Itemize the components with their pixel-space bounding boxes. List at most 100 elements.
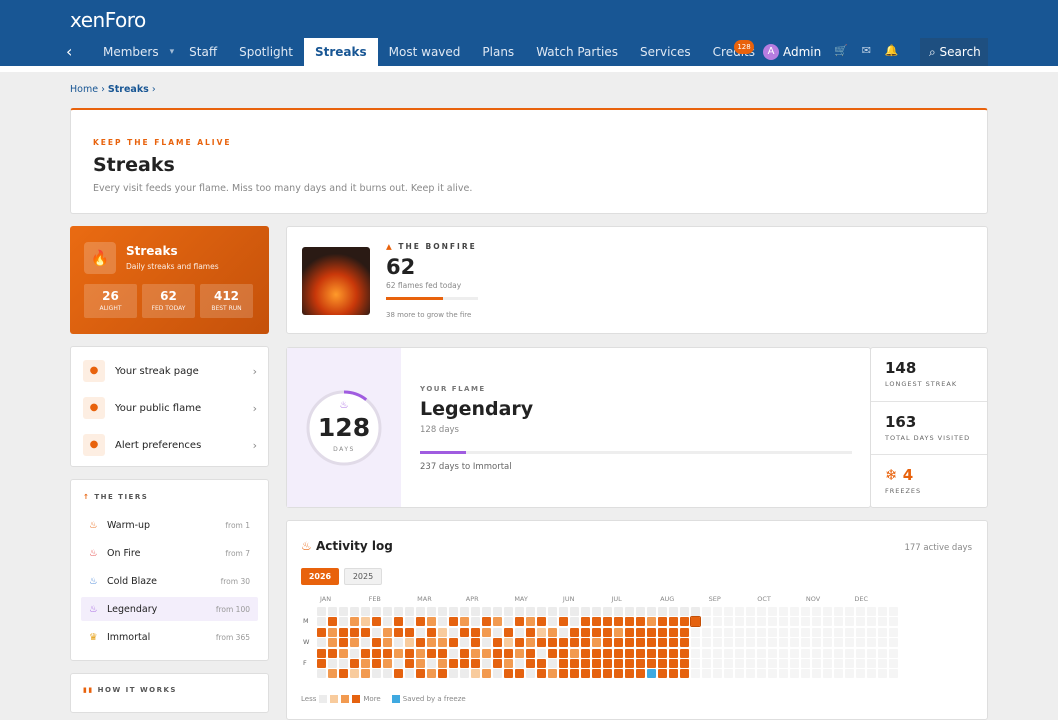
activity-cell <box>350 669 359 679</box>
link[interactable]: ● Your streak page › <box>83 359 257 383</box>
activity-cell <box>438 607 447 616</box>
activity-cell <box>493 638 502 648</box>
year-tab[interactable]: 2025 <box>344 568 382 585</box>
stat-value: 412 <box>213 289 240 303</box>
note: 237 days to Immortal <box>420 462 512 472</box>
activity-cell <box>768 627 777 637</box>
activity-cell <box>416 617 425 627</box>
activity-cell <box>636 627 645 637</box>
crumb[interactable]: Streaks <box>107 84 149 95</box>
activity-cell <box>405 648 414 658</box>
activity-cell <box>801 648 810 658</box>
logo[interactable]: xenForo <box>70 8 146 32</box>
nav-item[interactable]: Watch Parties <box>536 45 619 59</box>
activity-cell <box>680 648 689 658</box>
icons[interactable]: 🛒✉🔔 <box>834 44 913 57</box>
link[interactable]: ● Alert preferences › <box>83 433 257 457</box>
activity-cell <box>515 638 524 648</box>
nav-item[interactable]: Services <box>640 45 691 59</box>
link-text[interactable]: Your public flame <box>115 402 202 414</box>
stats: 148 LONGEST STREAK 163 TOTAL DAYS VISITED ❄ … <box>870 347 988 508</box>
tier-icon: ♨ <box>89 575 98 587</box>
activity-cell <box>416 627 425 637</box>
activity-cell <box>372 638 381 648</box>
activity-cell <box>669 659 678 668</box>
activity-cell <box>317 627 326 637</box>
caret[interactable]: ▾ <box>169 47 175 57</box>
activity-cell <box>427 607 436 616</box>
activity-cell <box>548 669 557 679</box>
user[interactable]: Admin <box>783 45 822 59</box>
activity-cell <box>383 627 392 637</box>
activity-cell <box>658 648 667 658</box>
activity-cell <box>383 659 392 668</box>
activity-cell <box>691 648 700 658</box>
activity-cell <box>383 607 392 616</box>
activity-cell <box>471 638 480 648</box>
activity-cell <box>559 659 568 668</box>
activity-cell <box>416 659 425 668</box>
activity-cell <box>768 659 777 668</box>
activity-cell <box>790 607 799 616</box>
activity-cell <box>779 638 788 648</box>
activity-cell <box>713 627 722 637</box>
link-text[interactable]: Your streak page <box>115 365 199 377</box>
hero: KEEP THE FLAME ALIVE Streaks Every visit… <box>70 108 988 214</box>
activity-cell <box>328 638 337 648</box>
activity-cell <box>658 659 667 668</box>
activity-cell <box>757 648 766 658</box>
activity-cell <box>768 669 777 679</box>
text: Every visit feeds your flame. Miss too m… <box>93 183 473 194</box>
activity-cell <box>328 659 337 668</box>
search[interactable]: ⌕ Search <box>920 38 988 66</box>
back[interactable]: ‹ <box>66 42 73 61</box>
nav-item[interactable]: Members <box>103 45 159 59</box>
tier-icon: ♨ <box>89 519 98 531</box>
activity-cell <box>350 627 359 637</box>
activity-cell <box>812 638 821 648</box>
activity-cell <box>460 648 469 658</box>
activity-cell <box>867 669 876 679</box>
subtitle: Daily streaks and flames <box>126 262 219 271</box>
sub: 128 days <box>420 425 459 435</box>
stat: 62 FED TODAY <box>142 284 195 318</box>
nav-item[interactable]: Plans <box>482 45 515 59</box>
crumb[interactable]: Home <box>70 84 99 95</box>
activity-cell <box>889 627 898 637</box>
activity-cell <box>834 648 843 658</box>
link-text[interactable]: Alert preferences <box>115 439 202 451</box>
activity-cell <box>790 617 799 627</box>
badge[interactable]: 128 <box>734 40 754 54</box>
activity-cell <box>625 659 634 668</box>
activity-cell <box>724 648 733 658</box>
activity-cell <box>438 627 447 637</box>
icon: 🔥 <box>84 242 116 274</box>
activity-cell <box>361 669 370 679</box>
activity-cell <box>559 638 568 648</box>
activity-cell <box>625 669 634 679</box>
activity-cell <box>493 627 502 637</box>
activity-cell <box>680 627 689 637</box>
activity-cell <box>317 669 326 679</box>
activity-cell <box>669 627 678 637</box>
activity-cell <box>889 617 898 627</box>
activity-cell <box>724 659 733 668</box>
nav-item[interactable]: Credits <box>712 45 755 59</box>
nav-item[interactable]: Staff <box>189 45 218 59</box>
nav-item[interactable]: Spotlight <box>239 45 293 59</box>
nav-item[interactable]: Streaks <box>304 38 378 66</box>
activity-cell <box>735 627 744 637</box>
avatar[interactable]: A <box>763 44 779 60</box>
activity-cell <box>592 607 601 616</box>
activity-cell <box>405 669 414 679</box>
year-tab[interactable]: 2026 <box>301 568 339 585</box>
activity-cell <box>856 638 865 648</box>
activity-cell <box>350 648 359 658</box>
flame: ♨ 128 DAYS YOUR FLAME Legendary 128 days… <box>286 347 871 508</box>
activity-cell <box>339 638 348 648</box>
tier: Legendary <box>420 398 534 420</box>
link[interactable]: ● Your public flame › <box>83 396 257 420</box>
activity-cell <box>317 617 326 627</box>
activity-cell <box>801 607 810 616</box>
nav-item[interactable]: Most waved <box>388 45 461 59</box>
